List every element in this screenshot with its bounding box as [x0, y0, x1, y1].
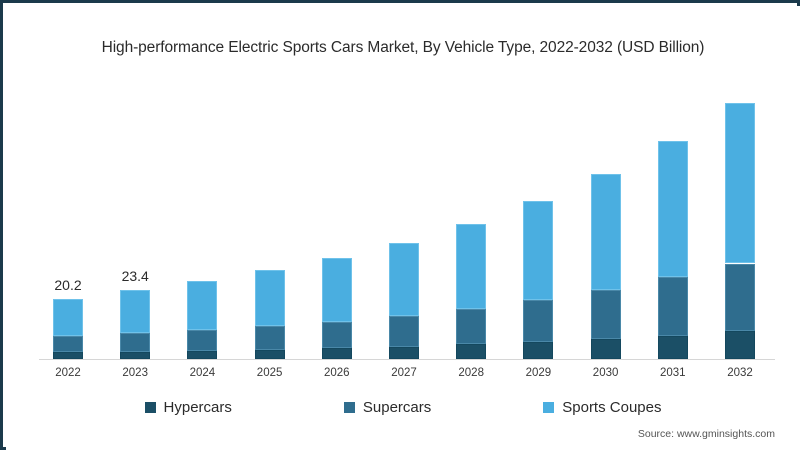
bar-segment-hypercars[interactable]	[254, 349, 285, 359]
bar-2024[interactable]	[187, 280, 218, 359]
x-axis-tick-2031: 2031	[660, 367, 686, 379]
legend-label: Hypercars	[163, 399, 232, 416]
source-caption: Source: www.gminsights.com	[637, 428, 775, 440]
chart-legend: Hypercars Supercars Sports Coupes	[3, 399, 800, 416]
bar-2022[interactable]	[53, 299, 83, 359]
bar-segment-sports-coupes[interactable]	[120, 289, 151, 334]
x-axis-tick-2027: 2027	[391, 367, 417, 379]
bar-2031[interactable]	[657, 140, 688, 359]
bar-segment-hypercars[interactable]	[590, 338, 621, 359]
bar-segment-sports-coupes[interactable]	[590, 173, 621, 290]
bar-2025[interactable]	[254, 269, 285, 359]
bar-2029[interactable]	[523, 200, 554, 359]
bar-segment-hypercars[interactable]	[523, 342, 554, 359]
bar-segment-sports-coupes[interactable]	[254, 269, 285, 326]
bar-segment-hypercars[interactable]	[321, 348, 352, 359]
legend-swatch-icon	[144, 402, 156, 413]
bar-segment-supercars[interactable]	[456, 308, 487, 345]
bar-segment-supercars[interactable]	[321, 321, 352, 349]
bar-segment-sports-coupes[interactable]	[523, 200, 554, 300]
bar-segment-sports-coupes[interactable]	[657, 140, 688, 278]
data-label-2023: 23.4	[121, 267, 149, 284]
bar-segment-hypercars[interactable]	[725, 331, 755, 359]
bar-2027[interactable]	[389, 242, 419, 359]
legend-item-hypercars[interactable]: Hypercars	[144, 399, 232, 416]
bar-segment-hypercars[interactable]	[53, 352, 83, 359]
x-axis-tick-2024: 2024	[189, 367, 216, 379]
bar-segment-sports-coupes[interactable]	[389, 242, 419, 316]
x-axis-tick-2030: 2030	[592, 367, 619, 379]
bar-2032[interactable]	[725, 103, 755, 359]
bar-segment-hypercars[interactable]	[657, 335, 688, 359]
x-axis-tick-2026: 2026	[324, 367, 350, 379]
x-axis-tick-2028: 2028	[458, 367, 484, 379]
plot-area: 2022 2023 2024 2025 2026 2027 2028 2029 2030 2031…	[3, 3, 800, 453]
bar-segment-supercars[interactable]	[590, 289, 621, 339]
bar-segment-supercars[interactable]	[254, 325, 285, 350]
bar-2030[interactable]	[590, 173, 621, 359]
legend-label: Supercars	[362, 399, 432, 416]
bar-segment-supercars[interactable]	[53, 336, 83, 353]
bar-segment-sports-coupes[interactable]	[321, 258, 352, 322]
bar-segment-supercars[interactable]	[389, 315, 419, 347]
bar-segment-supercars[interactable]	[725, 263, 755, 332]
bar-segment-supercars[interactable]	[657, 277, 688, 336]
x-axis-tick-2023: 2023	[122, 367, 148, 379]
bar-segment-sports-coupes[interactable]	[456, 223, 487, 309]
bar-segment-sports-coupes[interactable]	[53, 299, 83, 337]
bar-segment-sports-coupes[interactable]	[725, 103, 755, 264]
x-axis-tick-2022: 2022	[55, 367, 81, 379]
bar-segment-supercars[interactable]	[523, 299, 554, 343]
bar-2026[interactable]	[321, 258, 352, 359]
bar-segment-supercars[interactable]	[120, 333, 151, 352]
data-label-2022: 20.2	[54, 277, 82, 294]
bar-segment-hypercars[interactable]	[456, 344, 487, 359]
x-axis-tick-2029: 2029	[525, 367, 552, 379]
chart-title: High-performance Electric Sports Cars Ma…	[101, 39, 705, 56]
x-axis-tick-2032: 2032	[727, 367, 753, 379]
x-axis-tick-2025: 2025	[256, 367, 283, 379]
legend-item-supercars[interactable]: Supercars	[343, 399, 432, 416]
bar-segment-sports-coupes[interactable]	[187, 280, 218, 330]
legend-label: Sports Coupes	[562, 399, 662, 416]
legend-swatch-icon	[543, 402, 555, 413]
legend-swatch-icon	[343, 402, 355, 413]
bar-segment-hypercars[interactable]	[187, 350, 218, 359]
bar-segment-hypercars[interactable]	[389, 346, 419, 359]
legend-item-sports-coupes[interactable]: Sports Coupes	[543, 399, 661, 416]
bar-2023[interactable]	[120, 289, 151, 359]
x-axis-line	[39, 359, 775, 360]
bar-2028[interactable]	[456, 223, 487, 359]
bar-segment-supercars[interactable]	[187, 329, 218, 351]
bar-segment-hypercars[interactable]	[120, 351, 151, 359]
